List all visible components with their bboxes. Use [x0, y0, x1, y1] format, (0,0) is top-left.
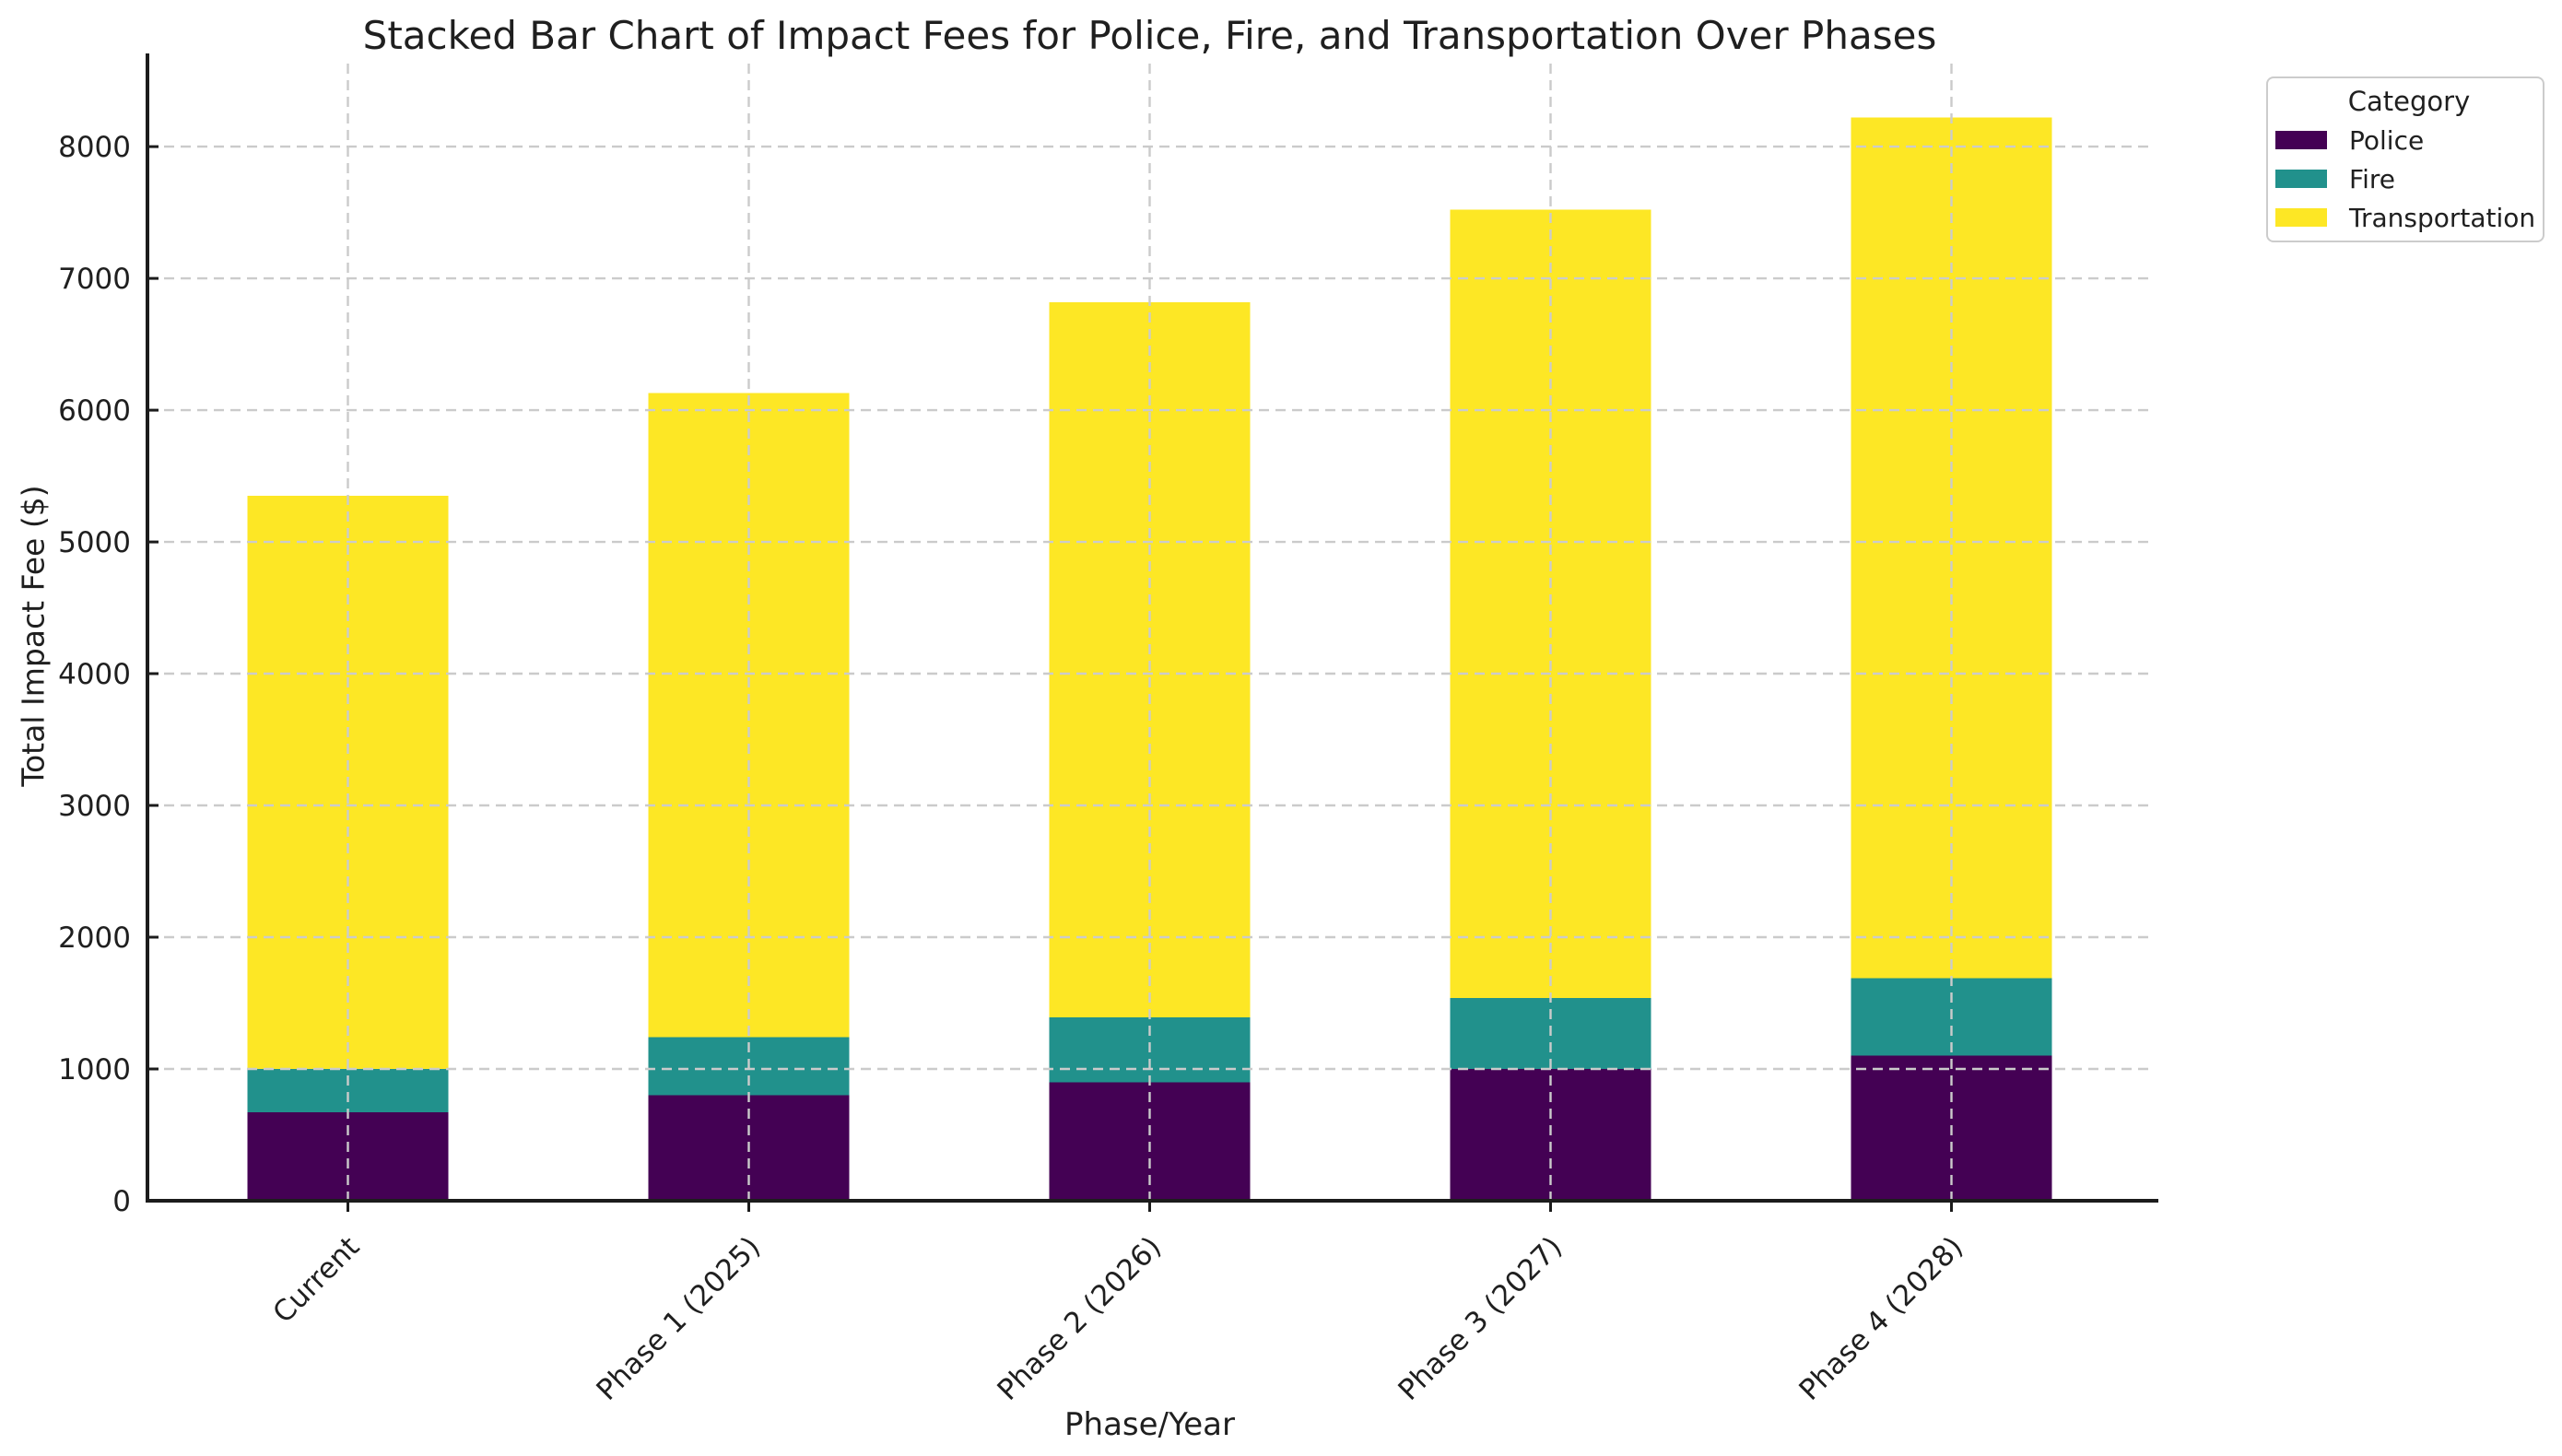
legend-swatch-fire: [2275, 170, 2327, 188]
y-tick-label-1000: 1000: [58, 1053, 131, 1086]
y-axis-label: Total Impact Fee ($): [15, 485, 52, 787]
x-axis-label: Phase/Year: [1064, 1406, 1235, 1443]
y-tick-label-7000: 7000: [58, 263, 131, 296]
legend-label-police: Police: [2349, 124, 2425, 156]
x-tick-label-4: Phase 4 (2028): [1792, 1230, 1969, 1407]
y-tick-label-0: 0: [112, 1185, 131, 1218]
x-tick-label-3: Phase 3 (2027): [1392, 1230, 1569, 1407]
legend-item-police: Police: [2275, 121, 2543, 159]
y-tick-label-6000: 6000: [58, 394, 131, 428]
x-tick-label-0: Current: [266, 1230, 366, 1330]
legend-item-fire: Fire: [2275, 159, 2543, 198]
y-tick-label-4000: 4000: [58, 658, 131, 691]
y-tick-label-8000: 8000: [58, 131, 131, 164]
legend-swatch-transportation: [2275, 208, 2327, 227]
y-tick-label-3000: 3000: [58, 790, 131, 823]
chart-title: Stacked Bar Chart of Impact Fees for Pol…: [362, 13, 1937, 58]
legend: Category Police Fire Transportation: [2266, 76, 2544, 242]
x-tick-label-2: Phase 2 (2026): [991, 1230, 1168, 1407]
y-tick-label-5000: 5000: [58, 526, 131, 559]
legend-label-transportation: Transportation: [2349, 202, 2536, 233]
legend-item-transportation: Transportation: [2275, 198, 2543, 237]
legend-label-fire: Fire: [2349, 163, 2395, 194]
x-tick-label-1: Phase 1 (2025): [590, 1230, 767, 1407]
legend-swatch-police: [2275, 131, 2327, 149]
y-tick-label-2000: 2000: [58, 922, 131, 955]
legend-title: Category: [2347, 86, 2471, 117]
